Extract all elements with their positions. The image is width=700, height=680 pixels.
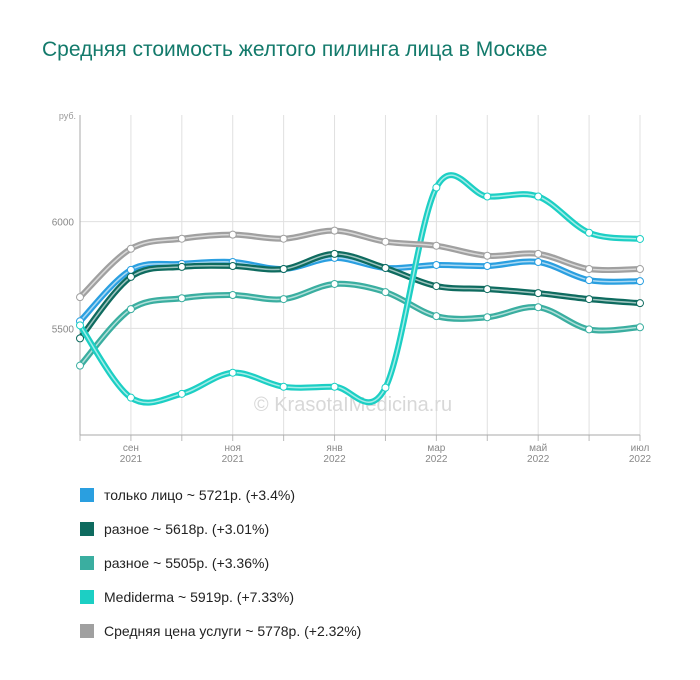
data-point	[432, 241, 441, 250]
data-point	[636, 299, 644, 308]
data-point	[432, 183, 441, 192]
legend-label: Средняя цена услуги ~ 5778р. (+2.32%)	[104, 623, 361, 639]
data-point	[76, 334, 84, 343]
data-point	[228, 262, 237, 271]
data-point	[636, 277, 644, 286]
legend-label: разное ~ 5618р. (+3.01%)	[104, 521, 269, 537]
x-tick-year: 2022	[425, 454, 448, 465]
data-point	[279, 295, 288, 304]
data-point	[381, 288, 390, 297]
data-point	[126, 244, 135, 253]
data-point	[483, 192, 492, 201]
legend-name: разное	[104, 555, 149, 571]
data-point	[381, 263, 390, 272]
data-point	[534, 257, 543, 266]
x-tick-year: 2021	[222, 454, 245, 465]
x-tick-label: янв 2022	[323, 443, 346, 465]
data-point	[330, 382, 339, 391]
x-tick-label: ноя 2021	[222, 443, 245, 465]
legend-label: только лицо ~ 5721р. (+3.4%)	[104, 487, 295, 503]
data-point	[585, 228, 594, 237]
data-point	[177, 262, 186, 271]
legend-label: разное ~ 5505р. (+3.36%)	[104, 555, 269, 571]
x-tick-month: сен	[123, 443, 139, 454]
x-tick-month: май	[529, 443, 547, 454]
data-point	[126, 393, 135, 402]
data-point	[432, 312, 441, 321]
legend-summary: ~ 5618р. (+3.01%)	[153, 521, 269, 537]
data-point	[534, 289, 543, 298]
data-point	[76, 361, 84, 370]
data-point	[177, 234, 186, 243]
x-tick-month: мар	[427, 443, 445, 454]
legend-summary: ~ 5721р. (+3.4%)	[187, 487, 295, 503]
x-tick-month: ноя	[224, 443, 241, 454]
legend-name: разное	[104, 521, 149, 537]
data-point	[585, 265, 594, 274]
data-point	[534, 249, 543, 258]
data-point	[177, 294, 186, 303]
x-tick-year: 2022	[629, 454, 652, 465]
legend-name: Mediderma	[104, 589, 174, 605]
series-line	[77, 172, 643, 406]
x-tick-label: июл 2022	[629, 443, 652, 465]
data-point	[585, 276, 594, 285]
data-point	[330, 249, 339, 258]
data-point	[126, 272, 135, 281]
x-tick-label: май 2022	[527, 443, 550, 465]
x-tick-label: мар 2022	[425, 443, 448, 465]
y-tick-label: 6000	[52, 218, 75, 229]
data-point	[585, 295, 594, 304]
data-point	[636, 323, 644, 332]
legend-swatch	[80, 624, 94, 638]
legend-swatch	[80, 556, 94, 570]
data-point	[228, 230, 237, 239]
chart-title: Средняя стоимость желтого пилинга лица в…	[42, 38, 548, 61]
legend-swatch	[80, 522, 94, 536]
data-point	[330, 279, 339, 288]
legend-name: Средняя цена услуги	[104, 623, 241, 639]
data-point	[76, 321, 84, 330]
x-tick-year: 2022	[323, 454, 346, 465]
data-point	[228, 291, 237, 300]
data-point	[483, 313, 492, 322]
y-tick-label: 5500	[52, 324, 75, 335]
data-point	[432, 260, 441, 269]
data-point	[534, 192, 543, 201]
data-point	[279, 382, 288, 391]
legend-summary: ~ 5505р. (+3.36%)	[153, 555, 269, 571]
legend-name: только лицо	[104, 487, 183, 503]
legend-summary: ~ 5919р. (+7.33%)	[178, 589, 294, 605]
data-point	[483, 285, 492, 294]
data-point	[432, 282, 441, 291]
data-point	[636, 234, 644, 243]
x-tick-label: сен 2021	[120, 443, 143, 465]
data-point	[177, 389, 186, 398]
legend-label: Mediderma ~ 5919р. (+7.33%)	[104, 589, 294, 605]
legend-summary: ~ 5778р. (+2.32%)	[245, 623, 361, 639]
data-point	[126, 305, 135, 314]
y-unit-label: руб.	[59, 111, 76, 121]
legend-swatch	[80, 488, 94, 502]
data-point	[279, 234, 288, 243]
data-point	[279, 265, 288, 274]
data-point	[76, 293, 84, 302]
x-tick-month: янв	[326, 443, 342, 454]
data-point	[636, 265, 644, 274]
data-point	[534, 303, 543, 312]
data-point	[483, 251, 492, 260]
data-point	[585, 325, 594, 334]
legend-swatch	[80, 590, 94, 604]
x-tick-month: июл	[631, 443, 650, 454]
data-point	[483, 262, 492, 271]
data-point	[381, 383, 390, 392]
data-point	[228, 368, 237, 377]
x-tick-year: 2021	[120, 454, 143, 465]
data-point	[381, 237, 390, 246]
watermark: © KrasotaIMedicina.ru	[254, 394, 452, 416]
data-point	[330, 226, 339, 235]
x-tick-year: 2022	[527, 454, 550, 465]
